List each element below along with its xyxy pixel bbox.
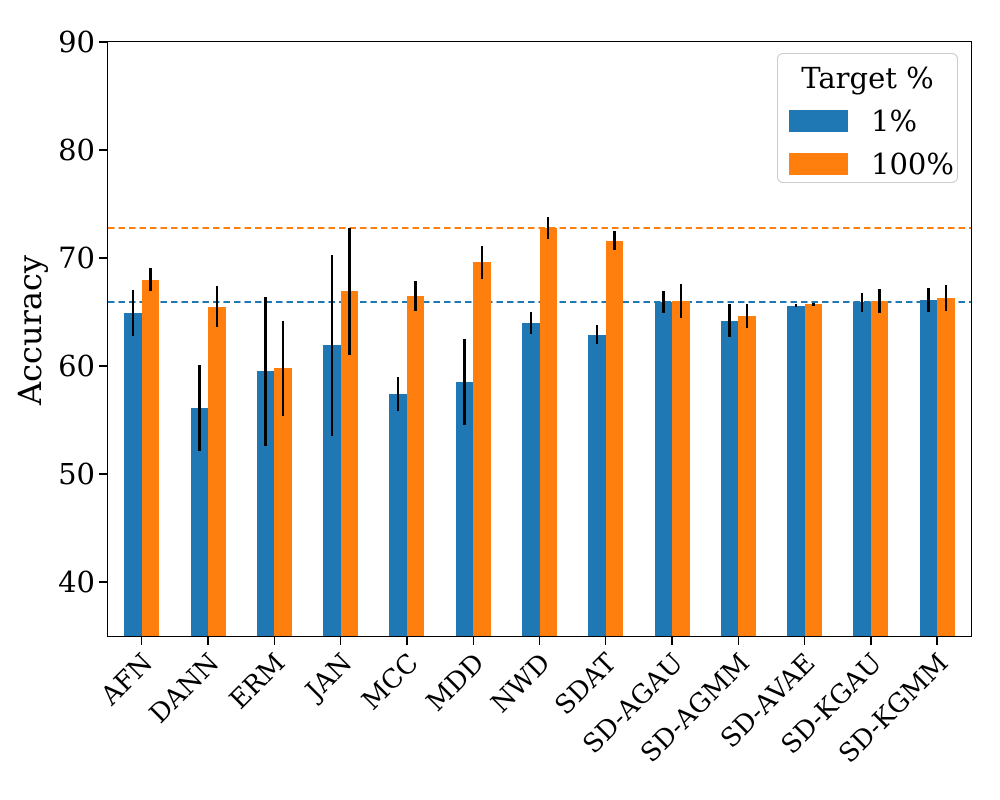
- x-tick-label: NWD: [485, 648, 557, 719]
- x-tick-label: ERM: [224, 648, 292, 716]
- y-tick-label: 70: [58, 241, 95, 275]
- bar-100%-SDAT: [605, 240, 624, 636]
- y-tick-mark-90: [98, 41, 107, 43]
- error-bar-1%-SD-KGAU: [860, 292, 864, 312]
- error-bar-100%-MCC: [414, 280, 417, 311]
- bar-1%-NWD: [522, 322, 540, 636]
- x-tick-mark-SD-AGMM: [737, 637, 740, 646]
- bar-1%-DANN: [190, 408, 209, 636]
- y-tick-label: 60: [58, 349, 95, 383]
- error-bar-1%-NWD: [529, 312, 532, 334]
- x-tick-mark-SD-KGAU: [870, 637, 872, 646]
- error-bar-1%-DANN: [198, 364, 201, 452]
- x-tick-mark-ERM: [273, 637, 276, 646]
- y-tick-mark-50: [98, 473, 107, 475]
- y-tick-label: 90: [58, 25, 95, 59]
- x-tick-mark-SD-KGMM: [936, 637, 938, 646]
- y-tick-mark-40: [98, 581, 107, 583]
- error-bar-100%-DANN: [215, 286, 219, 328]
- legend-item-1pct: 1%: [789, 104, 957, 138]
- error-bar-100%-SD-KGAU: [878, 289, 881, 314]
- legend-swatch-100pct: [789, 153, 848, 175]
- x-tick-mark-MDD: [472, 637, 474, 646]
- legend-label-1pct: 1%: [871, 104, 918, 138]
- error-bar-100%-MDD: [480, 246, 484, 279]
- bar-100%-SD-AVAE: [804, 304, 823, 636]
- y-tick-mark-70: [98, 257, 107, 259]
- y-tick-label: 40: [58, 565, 95, 599]
- x-tick-mark-SD-AVAE: [803, 637, 806, 646]
- legend-item-100pct: 100%: [789, 147, 957, 181]
- bar-100%-SD-AGMM: [738, 316, 756, 636]
- bar-100%-DANN: [208, 306, 226, 636]
- bar-100%-ERM: [274, 368, 292, 636]
- bar-100%-SD-KGAU: [870, 301, 889, 636]
- error-bar-1%-ERM: [264, 296, 267, 446]
- bar-100%-MDD: [473, 262, 491, 636]
- bar-100%-SD-KGMM: [937, 297, 955, 636]
- error-bar-100%-ERM: [281, 320, 285, 416]
- error-bar-1%-AFN: [131, 290, 135, 336]
- reference-line-1: [108, 226, 971, 229]
- y-tick-mark-80: [98, 149, 107, 151]
- bar-100%-AFN: [141, 279, 160, 636]
- bar-100%-SD-AGAU: [672, 301, 690, 636]
- x-tick-label: JAN: [299, 648, 358, 706]
- bar-1%-SD-KGMM: [919, 300, 938, 636]
- bar-1%-MDD: [455, 382, 474, 636]
- bar-1%-SD-AGAU: [654, 302, 673, 636]
- legend-swatch-1pct: [789, 110, 848, 132]
- error-bar-1%-SD-AGMM: [728, 304, 731, 337]
- y-tick-label: 50: [58, 457, 95, 491]
- bar-1%-SD-AVAE: [787, 305, 805, 636]
- error-bar-100%-SD-KGMM: [944, 285, 948, 311]
- x-tick-mark-NWD: [538, 637, 541, 646]
- x-tick-mark-DANN: [207, 637, 209, 646]
- legend-title: Target %: [801, 61, 934, 95]
- x-tick-mark-AFN: [141, 637, 143, 646]
- x-tick-mark-JAN: [339, 637, 342, 646]
- error-bar-100%-NWD: [547, 216, 550, 239]
- bar-1%-ERM: [256, 371, 275, 636]
- bar-1%-MCC: [389, 394, 407, 636]
- x-tick-mark-SDAT: [605, 637, 607, 646]
- error-bar-1%-MDD: [463, 339, 466, 426]
- error-bar-1%-SD-AGAU: [662, 291, 665, 314]
- x-tick-mark-MCC: [406, 637, 408, 646]
- y-tick-label: 80: [58, 133, 95, 167]
- bar-1%-SD-KGAU: [853, 302, 871, 636]
- bar-100%-NWD: [539, 227, 557, 636]
- bar-100%-MCC: [406, 295, 425, 636]
- x-tick-label: MDD: [420, 648, 491, 718]
- legend: Target % 1% 100%: [777, 53, 958, 183]
- error-bar-100%-SD-AGAU: [679, 283, 682, 319]
- bar-1%-JAN: [323, 345, 341, 636]
- error-bar-100%-SD-AVAE: [812, 302, 815, 307]
- error-bar-100%-SDAT: [613, 231, 616, 251]
- error-bar-1%-SD-AVAE: [794, 303, 798, 308]
- error-bar-1%-SD-KGMM: [927, 288, 930, 312]
- error-bar-1%-SDAT: [595, 324, 599, 345]
- x-tick-label: DANN: [143, 648, 226, 730]
- bar-1%-SDAT: [588, 334, 606, 636]
- error-bar-100%-JAN: [348, 227, 351, 356]
- error-bar-1%-JAN: [330, 254, 334, 437]
- x-tick-mark-SD-AGAU: [671, 637, 673, 646]
- error-bar-100%-AFN: [149, 267, 152, 292]
- bar-1%-SD-AGMM: [720, 320, 739, 636]
- legend-label-100pct: 100%: [871, 147, 954, 181]
- bar-100%-JAN: [340, 291, 359, 636]
- x-tick-label: MCC: [355, 648, 425, 717]
- error-bar-1%-MCC: [396, 376, 400, 412]
- error-bar-100%-SD-AGMM: [745, 304, 749, 329]
- bar-1%-AFN: [124, 313, 142, 636]
- y-tick-mark-60: [98, 365, 107, 367]
